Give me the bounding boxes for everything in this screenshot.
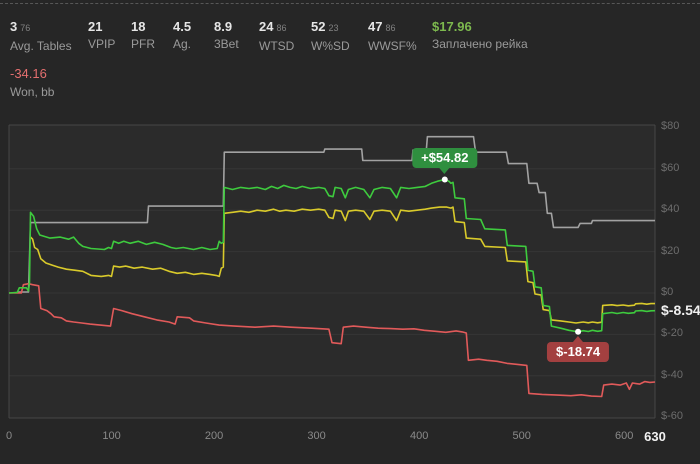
y-axis-label: $80 xyxy=(661,120,680,133)
stat-avg-tables: 3 76 Avg. Tables xyxy=(10,19,88,53)
stat-sub-value: 86 xyxy=(385,23,396,33)
green-line xyxy=(8,178,656,333)
stat-label: WTSD xyxy=(259,39,295,53)
min-annotation-badge: $-18.74 xyxy=(547,335,610,362)
plot-background xyxy=(9,125,655,418)
stat-value: 52 23 xyxy=(311,19,339,34)
stat-value: 4.5 xyxy=(173,19,192,34)
gray-line xyxy=(18,135,655,293)
y-axis-label: $40 xyxy=(661,203,680,216)
stat-wwsf: 47 86 WWSF% xyxy=(368,19,432,53)
stat-label: PFR xyxy=(131,37,155,51)
stat-vpip: 21 VPIP xyxy=(88,19,131,51)
stat-sub-value: 23 xyxy=(328,23,339,33)
y-axis-label: $-20 xyxy=(661,327,684,340)
stat-wtsd: 24 86 WTSD xyxy=(259,19,311,53)
yellow-line xyxy=(29,206,655,324)
x-axis-label: 100 xyxy=(102,430,121,442)
stat-sub-value: 86 xyxy=(276,23,287,33)
stat-label: Avg. Tables xyxy=(10,39,72,53)
current-value-label: $-8.54 xyxy=(661,301,700,318)
stat-label: 3Bet xyxy=(214,37,239,51)
won-bb-block: -34.16 Won, bb xyxy=(10,66,54,99)
stat-value: 3 76 xyxy=(10,19,31,34)
stat-pfr: 18 PFR xyxy=(131,19,173,51)
stat-label: Заплачено рейка xyxy=(432,37,528,51)
stat-value: 24 86 xyxy=(259,19,287,34)
min-point-marker xyxy=(575,328,582,335)
stat-wsd: 52 23 W%SD xyxy=(311,19,368,53)
top-dotted-divider xyxy=(0,3,700,4)
stats-strip: 3 76 Avg. Tables 21 VPIP 18 PFR 4.5 Ag. 8.9 3Bet 24… xyxy=(10,19,562,53)
x-axis-label: 200 xyxy=(204,430,224,442)
won-bb-label: Won, bb xyxy=(10,85,55,99)
stat-value: 21 xyxy=(88,19,103,34)
stat-value: 18 xyxy=(131,19,146,34)
stat-label: W%SD xyxy=(311,39,350,53)
stat-value: $17.96 xyxy=(432,19,472,34)
x-axis-label: 600 xyxy=(615,430,634,442)
stat-rake-paid: $17.96 Заплачено рейка xyxy=(432,19,562,51)
stat-value: 8.9 xyxy=(214,19,233,34)
won-bb-value: -34.16 xyxy=(10,66,47,81)
x-axis-label: 0 xyxy=(5,430,13,442)
red-line xyxy=(9,282,656,398)
max-annotation-badge: +$54.82 xyxy=(412,147,478,174)
y-axis-label: $0 xyxy=(661,286,674,298)
stat-sub-value: 76 xyxy=(20,23,31,33)
stat-value: 47 86 xyxy=(368,19,396,34)
stat-ag: 4.5 Ag. xyxy=(173,19,214,51)
x-axis-label: 500 xyxy=(512,430,531,442)
y-axis-label: $-40 xyxy=(661,368,684,381)
hands-count-label: 630 xyxy=(644,429,666,444)
stat-label: WWSF% xyxy=(368,39,417,53)
stat-label: VPIP xyxy=(88,37,116,51)
stat-3bet: 8.9 3Bet xyxy=(214,19,259,51)
x-axis-label: 300 xyxy=(307,430,326,442)
y-axis-label: $-60 xyxy=(661,410,684,423)
x-axis-label: 400 xyxy=(409,430,429,442)
y-axis-label: $60 xyxy=(661,161,680,174)
stat-label: Ag. xyxy=(173,37,192,51)
max-point-marker xyxy=(441,176,448,183)
y-axis-label: $20 xyxy=(661,244,680,257)
